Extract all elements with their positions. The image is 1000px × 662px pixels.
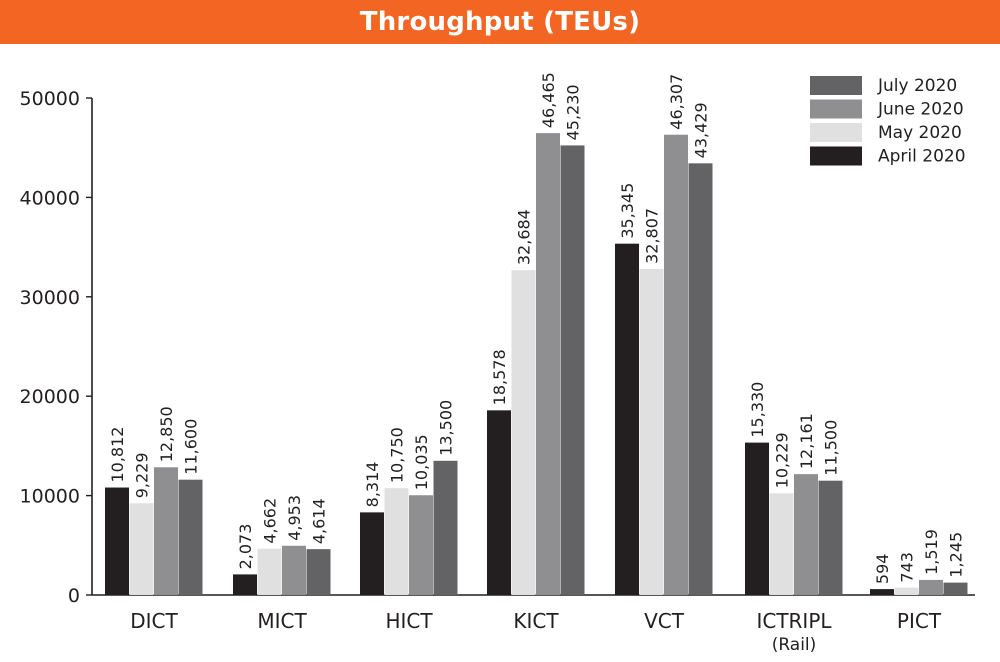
data-label: 32,807 [643, 208, 662, 264]
data-label: 743 [898, 552, 917, 583]
bar-kict-may-2020 [511, 270, 536, 595]
legend-label-june-2020: June 2020 [877, 100, 964, 120]
x-tick-label: MICT [257, 609, 307, 633]
x-tick-label: (Rail) [772, 635, 817, 655]
legend-label-april-2020: April 2020 [878, 147, 966, 167]
bar-mict-april-2020 [233, 574, 257, 595]
data-label: 12,161 [797, 413, 816, 469]
bar-dict-june-2020 [154, 467, 178, 595]
data-label: 9,229 [133, 452, 152, 498]
bar-ictripl-rail-may-2020 [769, 493, 794, 595]
legend-swatch-april-2020 [810, 146, 862, 166]
bar-hict-june-2020 [409, 495, 433, 595]
bar-vct-may-2020 [639, 268, 664, 595]
data-label: 10,229 [773, 432, 792, 488]
data-label: 594 [873, 554, 892, 585]
data-label: 18,578 [490, 349, 509, 405]
bar-hict-may-2020 [384, 488, 409, 595]
legend-swatch-june-2020 [810, 99, 862, 119]
data-label: 2,073 [236, 524, 255, 570]
data-label: 10,750 [388, 427, 407, 483]
data-label: 11,500 [822, 420, 841, 476]
x-tick-label: VCT [644, 609, 685, 633]
data-label: 4,953 [285, 495, 304, 541]
bar-dict-april-2020 [105, 487, 129, 595]
bar-pict-may-2020 [894, 587, 919, 595]
bar-ictripl-rail-april-2020 [745, 442, 769, 595]
bar-vct-april-2020 [615, 243, 639, 595]
x-tick-label: PICT [897, 609, 942, 633]
bar-hict-july-2020 [433, 460, 458, 595]
chart-title: Throughput (TEUs) [359, 7, 641, 37]
bar-ictripl-rail-june-2020 [794, 474, 818, 595]
bar-dict-may-2020 [129, 503, 154, 595]
bar-vct-july-2020 [688, 163, 713, 595]
bar-mict-july-2020 [306, 549, 331, 595]
title-banner: Throughput (TEUs) [0, 0, 1000, 44]
data-label: 43,429 [692, 102, 711, 158]
data-label: 35,345 [618, 183, 637, 239]
data-label: 1,245 [947, 532, 966, 578]
data-label: 32,684 [515, 209, 534, 265]
legend-swatch-may-2020 [810, 123, 862, 142]
data-label: 10,035 [412, 434, 431, 490]
data-label: 13,500 [437, 400, 456, 456]
y-tick-label: 40000 [20, 187, 80, 209]
bar-dict-july-2020 [178, 479, 203, 595]
data-label: 4,614 [310, 498, 329, 544]
data-label: 1,519 [922, 529, 941, 575]
bar-pict-june-2020 [919, 579, 943, 595]
y-tick-label: 10000 [20, 486, 80, 508]
bar-mict-june-2020 [282, 545, 306, 595]
data-label: 11,600 [182, 419, 201, 475]
x-tick-label: ICTRIPL [756, 609, 832, 633]
x-tick-label: HICT [385, 609, 433, 633]
x-tick-label: KICT [513, 609, 559, 633]
bar-vct-june-2020 [664, 134, 688, 595]
bar-mict-may-2020 [257, 548, 282, 595]
bar-pict-july-2020 [943, 582, 968, 595]
bar-kict-june-2020 [536, 133, 560, 596]
legend-label-july-2020: July 2020 [877, 76, 957, 96]
bar-kict-july-2020 [560, 145, 585, 595]
legend-label-may-2020: May 2020 [878, 123, 962, 143]
data-label: 10,812 [108, 427, 127, 483]
bar-ictripl-rail-july-2020 [818, 480, 843, 595]
data-label: 8,314 [363, 462, 382, 508]
y-tick-label: 50000 [20, 88, 80, 110]
data-label: 45,230 [564, 84, 583, 140]
data-label: 12,850 [157, 406, 176, 462]
bar-hict-april-2020 [360, 512, 384, 595]
data-label: 46,465 [539, 72, 558, 128]
y-tick-label: 0 [68, 585, 80, 607]
data-label: 4,662 [261, 498, 280, 544]
x-tick-label: DICT [130, 609, 178, 633]
bar-pict-april-2020 [870, 589, 894, 595]
data-label: 46,307 [667, 74, 686, 130]
data-label: 15,330 [748, 382, 767, 438]
y-tick-label: 30000 [20, 287, 80, 309]
legend-swatch-july-2020 [810, 76, 862, 95]
y-tick-label: 20000 [20, 386, 80, 408]
bar-kict-april-2020 [487, 410, 511, 595]
